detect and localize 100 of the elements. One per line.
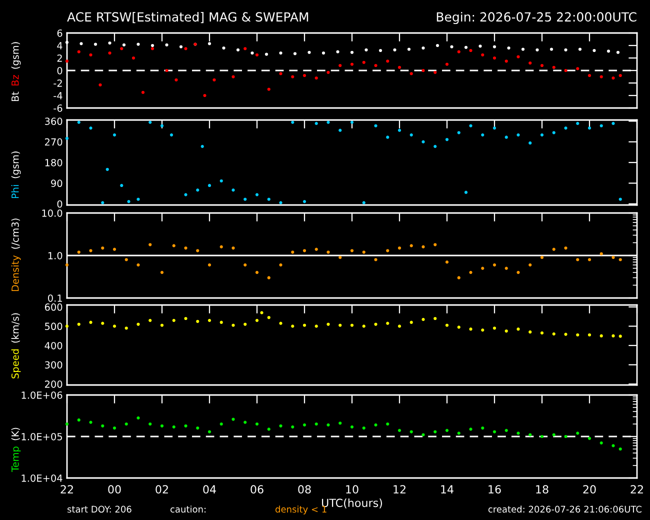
point [521, 48, 525, 51]
chart-subtitle: Begin: 2026-07-25 22:00:00UTC [436, 12, 636, 24]
point [203, 94, 206, 98]
point [232, 324, 235, 327]
point [618, 334, 622, 338]
point [504, 428, 508, 432]
point [267, 276, 270, 280]
y-tick-label: 4 [57, 42, 62, 50]
point [492, 263, 496, 266]
point [338, 128, 342, 132]
point [576, 432, 580, 435]
point [150, 47, 154, 50]
point [98, 83, 102, 86]
point [232, 418, 235, 421]
point [564, 126, 568, 130]
point [434, 243, 437, 246]
point [612, 122, 615, 125]
x-tick-label: 14 [441, 485, 454, 494]
point [422, 433, 425, 436]
text: Bt [12, 92, 19, 102]
point [350, 50, 354, 54]
point [350, 324, 354, 327]
point [212, 78, 216, 82]
point [291, 324, 294, 328]
point [540, 64, 544, 68]
point [65, 263, 69, 266]
point [540, 256, 544, 259]
point [89, 320, 92, 324]
point [264, 52, 268, 56]
point [457, 276, 460, 280]
point [184, 47, 188, 50]
point [362, 324, 366, 328]
point [124, 258, 128, 262]
point [540, 434, 544, 438]
point [255, 422, 259, 426]
point [450, 45, 454, 48]
point [422, 245, 425, 248]
point [552, 332, 556, 336]
point [255, 53, 259, 56]
point [338, 324, 342, 327]
text: created: 2026-07-26 21:06:06UTC [488, 506, 642, 513]
point [398, 324, 402, 328]
point [220, 320, 223, 324]
point [101, 201, 104, 204]
point [504, 266, 508, 270]
point [481, 133, 484, 136]
point [516, 55, 520, 58]
point [279, 51, 282, 55]
point [220, 422, 223, 426]
x-tick-label: 02 [156, 485, 168, 494]
point [464, 190, 468, 194]
point [393, 48, 396, 52]
chart-title: ACE RTSW[Estimated] MAG & SWEPAM [67, 12, 308, 24]
point [612, 76, 615, 80]
x-tick-label: 22 [630, 485, 643, 494]
point [618, 198, 622, 201]
point [279, 424, 282, 428]
point [478, 44, 482, 48]
point [308, 50, 311, 54]
y-tick-label: 600 [44, 303, 62, 311]
point [165, 68, 168, 72]
point [588, 126, 592, 130]
point [89, 420, 92, 424]
point [302, 324, 306, 327]
point [606, 50, 610, 53]
point [326, 120, 330, 124]
text: Density [11, 255, 21, 292]
point [94, 42, 98, 46]
point [101, 322, 104, 325]
text: Phi [11, 185, 19, 198]
point [77, 120, 80, 124]
point [398, 246, 402, 250]
y-tick-label: 300 [45, 361, 62, 369]
point [279, 322, 282, 325]
y-tick-label: 2 [57, 54, 62, 62]
x-tick-label: 10 [346, 485, 358, 494]
point [208, 430, 212, 434]
point [302, 74, 306, 78]
point [588, 436, 592, 440]
point [516, 133, 520, 136]
point [592, 48, 596, 52]
point [302, 423, 306, 426]
point [208, 184, 212, 188]
point [422, 140, 425, 144]
point [578, 48, 582, 51]
point [196, 188, 200, 192]
point [540, 331, 544, 335]
point [422, 46, 425, 50]
point [77, 50, 80, 54]
point [112, 248, 116, 251]
point [136, 322, 140, 326]
point [124, 326, 128, 330]
y-tick-label: 1.0 [48, 252, 62, 260]
point [564, 48, 568, 52]
point [244, 263, 247, 266]
point [507, 46, 510, 50]
point [492, 45, 496, 48]
point [141, 90, 145, 94]
point [196, 249, 200, 252]
x-tick-label: 16 [488, 485, 501, 494]
